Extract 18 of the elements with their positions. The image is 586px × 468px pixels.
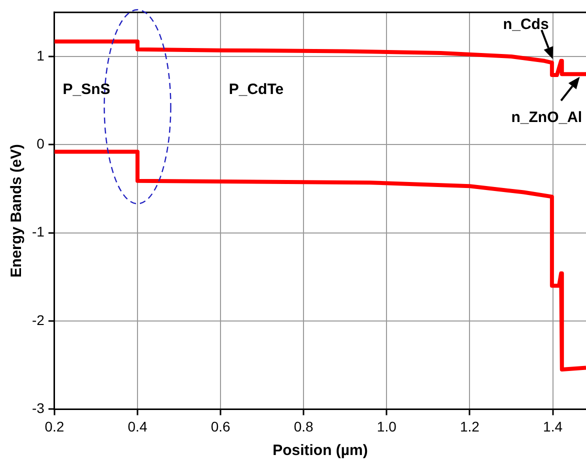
- x-tick-label: 1.2: [460, 418, 480, 434]
- annotation: n_Cds: [502, 16, 549, 33]
- x-tick-label: 0.6: [210, 418, 230, 434]
- x-tick-label: 1.4: [543, 418, 563, 434]
- y-axis-title: Energy Bands (eV): [8, 144, 26, 278]
- x-tick-label: 0.2: [44, 418, 64, 434]
- x-tick-label: 1.0: [376, 418, 397, 434]
- x-axis-title: Position (µm): [272, 442, 368, 460]
- x-tick-label: 0.4: [128, 418, 148, 434]
- y-tick-label: -1: [32, 224, 45, 240]
- x-tick-label: 0.8: [294, 418, 314, 434]
- annotation: P_SnS: [62, 80, 110, 98]
- y-tick-label: -3: [32, 400, 45, 416]
- y-tick-label: 0: [36, 136, 45, 152]
- annotation: n_ZnO_Al: [511, 109, 582, 126]
- y-tick-label: 1: [36, 47, 45, 64]
- y-tick-label: -2: [32, 312, 45, 328]
- annotation: P_CdTe: [228, 80, 284, 98]
